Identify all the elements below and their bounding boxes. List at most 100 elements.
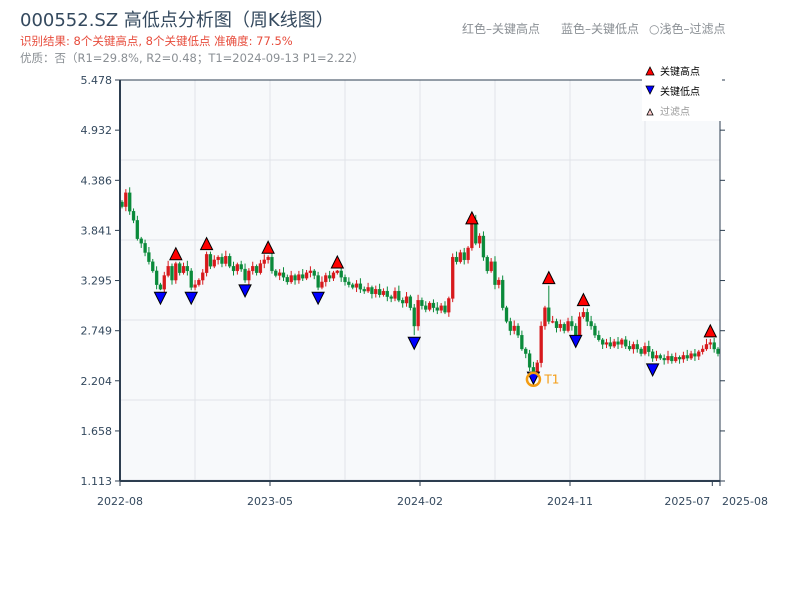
candle-body bbox=[431, 302, 436, 308]
key-high-marker bbox=[465, 210, 479, 225]
result-summary: 识别结果: 8个关键高点, 8个关键低点 准确度: 77.5% bbox=[20, 34, 293, 48]
candle-body bbox=[251, 266, 255, 272]
candle-body bbox=[397, 290, 401, 301]
candle-body bbox=[231, 266, 236, 272]
candle-body bbox=[658, 355, 662, 359]
candle-body bbox=[531, 367, 536, 373]
candle-body bbox=[639, 348, 643, 354]
legend-key-low-icon bbox=[645, 85, 655, 95]
candle-body bbox=[527, 353, 532, 368]
candle-body bbox=[566, 321, 570, 331]
candle-body bbox=[689, 353, 693, 359]
candle-body bbox=[654, 355, 659, 359]
candle-body bbox=[574, 325, 578, 336]
candle-body bbox=[197, 279, 201, 285]
candle-body bbox=[477, 235, 482, 244]
candle-body bbox=[193, 284, 197, 288]
candle-body bbox=[443, 305, 447, 313]
candle-body bbox=[408, 296, 413, 308]
candle-body bbox=[558, 324, 562, 329]
legend-filtered-icon bbox=[646, 108, 654, 116]
candle-body bbox=[324, 275, 328, 283]
candle-body bbox=[439, 305, 443, 311]
candle-body bbox=[135, 220, 140, 239]
candle-body bbox=[435, 307, 439, 311]
key-low-marker bbox=[311, 291, 325, 306]
candle-body bbox=[178, 263, 182, 273]
candle-body bbox=[458, 252, 463, 262]
candle-body bbox=[604, 342, 609, 345]
candle-body bbox=[258, 263, 263, 273]
candle-body bbox=[635, 344, 639, 350]
candle-body bbox=[247, 270, 251, 281]
candle-body bbox=[631, 344, 636, 350]
y-tick-label: 5.478 bbox=[81, 74, 113, 87]
candle-body bbox=[158, 284, 163, 290]
x-tick-label: 2024-11 bbox=[547, 495, 593, 508]
candle-body bbox=[539, 325, 543, 363]
candle-body bbox=[581, 312, 586, 317]
candle-body bbox=[620, 339, 624, 345]
candle-body bbox=[447, 298, 451, 313]
candle-body bbox=[589, 321, 593, 327]
legend-key-low-label: 关键低点 bbox=[660, 85, 700, 98]
key-high-marker bbox=[261, 240, 275, 254]
key-high-marker bbox=[542, 270, 556, 285]
key-low-marker bbox=[153, 291, 168, 306]
candle-body bbox=[285, 277, 289, 283]
y-tick-label: 1.658 bbox=[81, 425, 113, 438]
x-tick-label: 2025-07 bbox=[664, 495, 710, 508]
candle-body bbox=[489, 261, 493, 272]
candle-body bbox=[520, 335, 524, 350]
candle-body bbox=[289, 275, 293, 283]
candle-body bbox=[424, 305, 428, 310]
key-low-marker bbox=[238, 284, 252, 298]
candle-body bbox=[412, 307, 416, 327]
candle-body bbox=[597, 335, 601, 340]
candle-body bbox=[366, 287, 370, 292]
candle-body bbox=[716, 348, 720, 354]
candle-body bbox=[308, 270, 313, 273]
candle-body bbox=[593, 325, 597, 336]
key-low-marker bbox=[568, 334, 583, 349]
candle-body bbox=[512, 325, 516, 331]
candle-body bbox=[139, 238, 143, 244]
candle-body bbox=[235, 264, 240, 272]
key-high-marker bbox=[199, 236, 214, 251]
candle-body bbox=[681, 355, 686, 360]
candle-body bbox=[616, 341, 620, 345]
candle-body bbox=[154, 270, 159, 285]
candle-body bbox=[377, 289, 382, 295]
candle-body bbox=[554, 321, 559, 329]
candle-body bbox=[358, 283, 363, 290]
candle-body bbox=[666, 356, 670, 361]
candle-body bbox=[331, 272, 336, 279]
legend-box bbox=[642, 63, 722, 121]
key-high-marker bbox=[169, 246, 183, 261]
key-high-marker bbox=[576, 292, 591, 307]
candle-body bbox=[262, 259, 266, 264]
candle-body bbox=[354, 283, 359, 288]
candle-body bbox=[370, 287, 374, 295]
candle-body bbox=[385, 290, 389, 297]
candle-body bbox=[389, 296, 393, 299]
candle-body bbox=[304, 272, 309, 279]
x-tick-label: 2023-05 bbox=[247, 495, 293, 508]
candle-body bbox=[462, 252, 466, 261]
candle-body bbox=[216, 256, 220, 261]
candle-body bbox=[643, 346, 647, 354]
candle-body bbox=[327, 275, 332, 279]
candle-body bbox=[301, 274, 305, 279]
x-tick-label: 2022-08 bbox=[97, 495, 143, 508]
candle-body bbox=[420, 300, 424, 306]
legend-key-high-label: 关键高点 bbox=[660, 65, 700, 78]
candle-body bbox=[685, 355, 689, 359]
candle-body bbox=[208, 254, 213, 267]
y-tick-label: 3.295 bbox=[81, 275, 113, 288]
candle-body bbox=[166, 266, 170, 276]
candle-body bbox=[320, 281, 324, 288]
candle-body bbox=[254, 266, 259, 273]
x-tick-label: 2024-02 bbox=[397, 495, 443, 508]
candle-body bbox=[224, 256, 228, 264]
legend-filtered-label: 过滤点 bbox=[660, 105, 690, 118]
